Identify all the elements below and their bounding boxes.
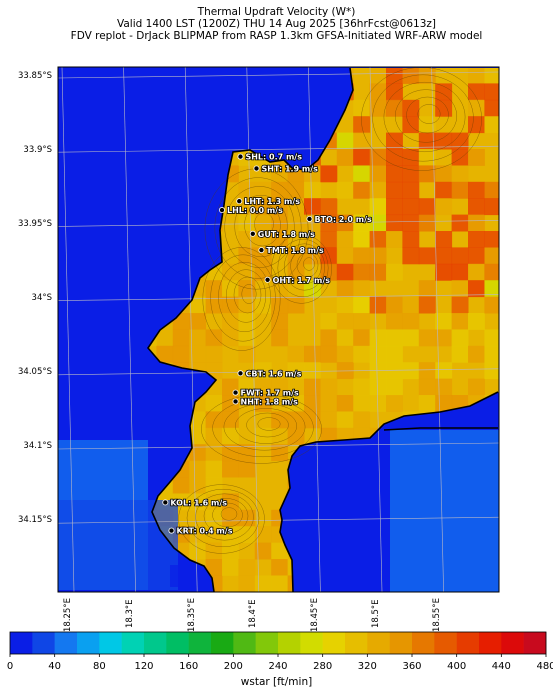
y-tick: 33.85°S <box>18 71 52 81</box>
colorbar-label: wstar [ft/min] <box>240 676 313 688</box>
station-marker: TMT: 1.8 m/s <box>258 245 325 256</box>
x-tick: 18.5°E <box>371 599 381 628</box>
colorbar <box>9 631 547 657</box>
colorbar-tick: 480 <box>536 661 553 672</box>
x-tick: 18.45°E <box>310 598 320 632</box>
x-tick: 18.4°E <box>248 599 258 628</box>
station-label: FWT: 1.7 m/s <box>241 389 300 398</box>
y-tick: 33.9°S <box>23 145 52 155</box>
colorbar-swatch <box>99 632 122 654</box>
station-markers: SHL: 0.7 m/s SHT: 1.9 m/s LHT: 1.3 m/sLHL:… <box>162 152 373 536</box>
colorbar-swatch <box>233 632 256 654</box>
colorbar-swatch <box>434 632 457 654</box>
station-marker: KOL: 1.6 m/s <box>162 498 228 508</box>
colorbar-tick: 240 <box>268 661 288 672</box>
station-label: TMT: 1.8 m/s <box>266 246 324 255</box>
colorbar-swatch <box>121 632 145 654</box>
colorbar-tick: 0 <box>6 661 14 672</box>
colorbar-swatch <box>54 632 78 654</box>
y-tick: 34.1°S <box>23 441 52 451</box>
x-tick: 18.25°E <box>63 598 73 632</box>
station-marker: OHT: 1.7 m/s <box>264 275 331 286</box>
station-label: KRT: 0.4 m/s <box>176 527 232 536</box>
colorbar-swatch <box>255 632 279 654</box>
chart-title: Thermal Updraft Velocity (W*) <box>197 6 356 18</box>
map-frame <box>57 66 500 593</box>
colorbar-tick: 160 <box>179 661 199 672</box>
station-label: CBT: 1.6 m/s <box>245 369 301 378</box>
colorbar-swatch <box>32 632 55 654</box>
colorbar-swatch <box>345 632 368 654</box>
colorbar-swatch <box>367 632 390 654</box>
station-label: LHT: 1.3 m/s <box>244 197 300 206</box>
colorbar-tick: 320 <box>357 661 377 672</box>
colorbar-swatch <box>523 632 547 654</box>
model-source-line: FDV replot - DrJack BLIPMAP from RASP 1.… <box>70 30 483 42</box>
station-marker: KRT: 0.4 m/s <box>168 526 234 536</box>
false-bay-coast <box>279 391 499 593</box>
valid-time-line: Valid 1400 LST (1200Z) THU 14 Aug 2025 [… <box>117 18 436 30</box>
x-tick: 18.35°E <box>187 598 197 632</box>
y-tick: 34°S <box>31 293 52 303</box>
colorbar-swatch <box>144 632 167 654</box>
colorbar-tick: 440 <box>491 661 511 672</box>
colorbar-swatch <box>211 632 234 654</box>
colorbar-swatch <box>166 632 189 654</box>
colorbar-swatch <box>10 632 33 654</box>
colorbar-swatch <box>412 632 435 654</box>
station-label: OHT: 1.7 m/s <box>273 276 331 285</box>
station-marker: FWT: 1.7 m/s <box>232 388 300 398</box>
colorbar-tick: 280 <box>313 661 333 672</box>
station-label: SHT: 1.9 m/s <box>261 164 318 173</box>
station-marker: SHT: 1.9 m/s <box>253 164 319 174</box>
y-tick: 34.05°S <box>18 367 52 377</box>
station-marker: LHT: 1.3 m/s <box>236 196 301 207</box>
station-label: SHL: 0.7 m/s <box>245 153 302 162</box>
colorbar-tick: 40 <box>48 661 62 672</box>
station-marker: CBT: 1.6 m/s <box>237 368 302 379</box>
wstar-field <box>58 67 499 592</box>
colorbar-tick: 80 <box>92 661 106 672</box>
colorbar-tick: 120 <box>134 661 154 672</box>
x-tick: 18.3°E <box>125 599 135 628</box>
colorbar-swatch <box>456 632 480 654</box>
colorbar-swatch <box>300 632 323 654</box>
colorbar-swatch <box>389 632 413 654</box>
station-marker: GUT: 1.8 m/s <box>249 229 316 240</box>
colorbar-swatch <box>501 632 524 654</box>
station-label: LHL: 0.0 m/s <box>227 206 283 215</box>
y-tick: 34.15°S <box>18 515 52 525</box>
colorbar-swatch <box>479 632 502 654</box>
terrain-contours <box>178 67 482 554</box>
x-tick: 18.55°E <box>432 598 442 632</box>
colorbar-tick: 400 <box>447 661 467 672</box>
station-marker: NHT: 1.8 m/s <box>232 397 299 407</box>
coastline <box>146 67 354 593</box>
station-label: KOL: 1.6 m/s <box>170 498 227 507</box>
colorbar-swatch <box>188 632 212 654</box>
station-marker: SHL: 0.7 m/s <box>237 152 303 162</box>
colorbar-tick: 360 <box>402 661 422 672</box>
y-tick: 33.95°S <box>18 219 52 229</box>
station-label: BTO: 2.0 m/s <box>314 215 372 224</box>
colorbar-swatch <box>278 632 301 654</box>
colorbar-tick: 200 <box>223 661 243 672</box>
station-label: NHT: 1.8 m/s <box>241 397 299 406</box>
station-marker: BTO: 2.0 m/s <box>306 214 373 225</box>
colorbar-swatch <box>77 632 100 654</box>
graticule-lines <box>57 66 500 593</box>
station-marker: LHL: 0.0 m/s <box>218 205 284 216</box>
station-label: GUT: 1.8 m/s <box>258 230 315 239</box>
colorbar-swatch <box>322 632 346 654</box>
model-boundary <box>383 427 498 431</box>
